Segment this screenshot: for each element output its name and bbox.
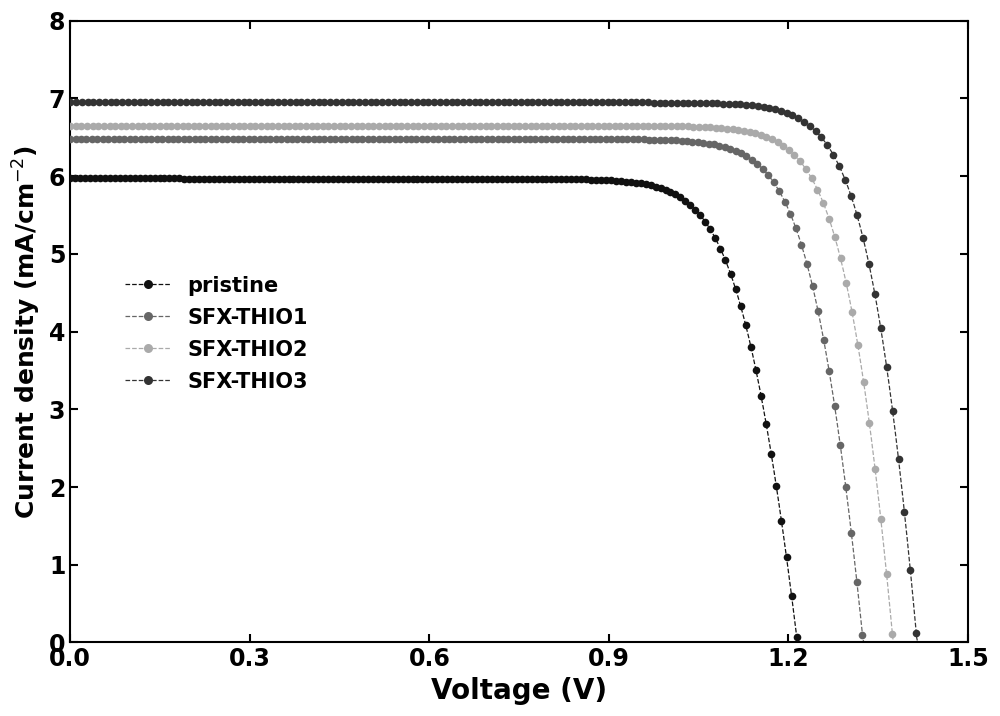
X-axis label: Voltage (V): Voltage (V) [431, 677, 607, 705]
Y-axis label: Current density (mA/cm$^{-2}$): Current density (mA/cm$^{-2}$) [11, 145, 43, 518]
Legend: pristine, SFX-THIO1, SFX-THIO2, SFX-THIO3: pristine, SFX-THIO1, SFX-THIO2, SFX-THIO… [117, 267, 316, 400]
